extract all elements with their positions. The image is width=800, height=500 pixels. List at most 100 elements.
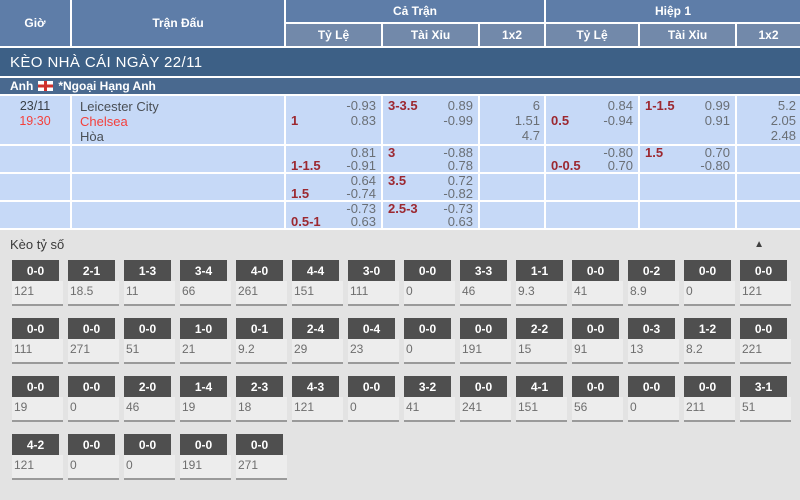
score-tile[interactable]: 3-0 111 [348,260,399,306]
league-bar[interactable]: Anh *Ngoại Hạng Anh [0,78,800,94]
score-tile[interactable]: 0-4 23 [348,318,399,364]
score-label: 2-2 [516,318,563,339]
score-tile[interactable]: 0-0 111 [12,318,63,364]
odds-table: Giờ Trận Đấu Cả Trận Hiệp 1 Tỷ Lệ Tài Xỉ… [0,0,800,228]
score-tile[interactable]: 1-3 11 [124,260,175,306]
score-label: 0-0 [124,318,171,339]
score-tile-row: 0-0 19 0-0 0 2-0 46 1-4 19 2-3 18 4-3 121 0-0 0 3-2 41 0… [12,376,800,422]
odds-value: -0.74 [346,186,376,201]
ft-over-under-odds[interactable]: 3.5 0.72 -0.82 [383,174,478,200]
h1-1x2-odds[interactable]: 5.2 2.05 2.48 [737,96,800,144]
ft-over-under-odds[interactable]: 2.5-3 -0.73 0.63 [383,202,478,228]
h1-over-under-odds[interactable]: 1.5 0.70 -0.80 [640,146,735,172]
match-teams-cell[interactable]: Leicester City Chelsea Hòa [72,96,284,144]
odds-line: 0.5-1 0.63 [291,215,376,228]
ft-handicap-odds[interactable]: 0.81 1-1.5 -0.91 [286,146,381,172]
score-tile[interactable]: 4-0 261 [236,260,287,306]
score-tile[interactable]: 1-2 8.2 [684,318,735,364]
h1-handicap-odds[interactable]: -0.80 0-0.5 0.70 [546,146,638,172]
score-tile[interactable]: 1-4 19 [180,376,231,422]
score-tile[interactable]: 0-0 0 [68,434,119,480]
score-tile[interactable]: 0-0 191 [180,434,231,480]
score-tile[interactable]: 0-0 0 [628,376,679,422]
score-tile[interactable]: 0-1 9.2 [236,318,287,364]
score-odds-value: 0 [404,339,455,364]
score-label: 3-2 [404,376,451,397]
score-tile[interactable]: 0-2 8.9 [628,260,679,306]
score-tile[interactable]: 0-0 221 [740,318,791,364]
score-tile[interactable]: 0-0 0 [404,260,455,306]
score-tile[interactable]: 3-3 46 [460,260,511,306]
score-tile[interactable]: 3-4 66 [180,260,231,306]
score-tile[interactable]: 2-0 46 [124,376,175,422]
score-tile[interactable]: 4-3 121 [292,376,343,422]
score-tile[interactable]: 0-0 241 [460,376,511,422]
score-tile[interactable]: 0-0 211 [684,376,735,422]
ft-1x2-odds[interactable]: 6 1.51 4.7 [480,96,544,144]
score-tile[interactable]: 0-0 121 [740,260,791,306]
score-tile[interactable]: 4-1 151 [516,376,567,422]
score-tile[interactable]: 3-2 41 [404,376,455,422]
score-tile[interactable]: 0-3 13 [628,318,679,364]
score-odds-value: 91 [572,339,623,364]
score-tile[interactable]: 0-0 0 [404,318,455,364]
score-tile[interactable]: 2-2 15 [516,318,567,364]
handicap-label: 1.5 [645,145,664,160]
score-tile[interactable]: 0-0 19 [12,376,63,422]
collapse-section-icon[interactable]: ▲ [754,239,764,250]
score-tile[interactable]: 0-0 51 [124,318,175,364]
score-tile[interactable]: 0-0 191 [460,318,511,364]
score-odds-value: 46 [460,281,511,306]
column-group-full-time: Cả Trận [286,0,544,22]
ft-over-under-odds[interactable]: 3-3.5 0.89 -0.99 [383,96,478,144]
score-tile[interactable]: 2-1 18.5 [68,260,119,306]
score-tile[interactable]: 1-1 9.3 [516,260,567,306]
score-odds-value: 13 [628,339,679,364]
score-tile[interactable]: 1-0 21 [180,318,231,364]
ft-handicap-odds[interactable]: 0.64 1.5 -0.74 [286,174,381,200]
score-odds-value: 241 [460,397,511,422]
score-tile[interactable]: 0-0 0 [124,434,175,480]
score-tile[interactable]: 3-1 51 [740,376,791,422]
odds-value: -0.73 [346,201,376,216]
ft-handicap-odds[interactable]: -0.93 1 0.83 [286,96,381,144]
score-tile[interactable]: 0-0 271 [68,318,119,364]
odds-line: -0.80 [645,159,730,172]
score-tile[interactable]: 0-0 271 [236,434,287,480]
score-tile[interactable]: 0-0 0 [348,376,399,422]
score-tile[interactable]: 0-0 0 [684,260,735,306]
score-odds-value: 271 [68,339,119,364]
ft-handicap-odds[interactable]: -0.73 0.5-1 0.63 [286,202,381,228]
odds-value: 0.91 [704,113,730,128]
score-tile[interactable]: 0-0 41 [572,260,623,306]
score-tile[interactable]: 0-0 56 [572,376,623,422]
odds-line: 1 0.83 [291,113,376,128]
ft-over-under-odds[interactable]: 3 -0.88 0.78 [383,146,478,172]
odds-value: 0.64 [350,173,376,188]
score-odds-value: 21 [180,339,231,364]
score-tile[interactable]: 4-2 121 [12,434,63,480]
score-label: 0-0 [236,434,283,455]
odds-line: -0.82 [388,187,473,200]
score-tile[interactable]: 0-0 121 [12,260,63,306]
score-odds-value: 8.2 [684,339,735,364]
h1-over-under-odds[interactable]: 1-1.5 0.99 0.91 [640,96,735,144]
score-label: 0-0 [572,318,619,339]
score-label: 2-1 [68,260,115,281]
score-odds-value: 261 [236,281,287,306]
score-tile[interactable]: 0-0 91 [572,318,623,364]
score-odds-value: 151 [292,281,343,306]
score-label: 0-0 [404,260,451,281]
column-group-first-half: Hiệp 1 [546,0,800,22]
score-tile[interactable]: 4-4 151 [292,260,343,306]
score-tile[interactable]: 2-3 18 [236,376,287,422]
score-tile[interactable]: 2-4 29 [292,318,343,364]
odds-value: -0.91 [346,158,376,173]
odds-value: -0.99 [443,113,473,128]
h1-handicap-odds[interactable]: 0.84 0.5 -0.94 [546,96,638,144]
score-label: 0-4 [348,318,395,339]
odds-line: 0.81 [291,146,376,159]
score-label: 4-4 [292,260,339,281]
odds-value: -0.73 [443,201,473,216]
score-tile[interactable]: 0-0 0 [68,376,119,422]
